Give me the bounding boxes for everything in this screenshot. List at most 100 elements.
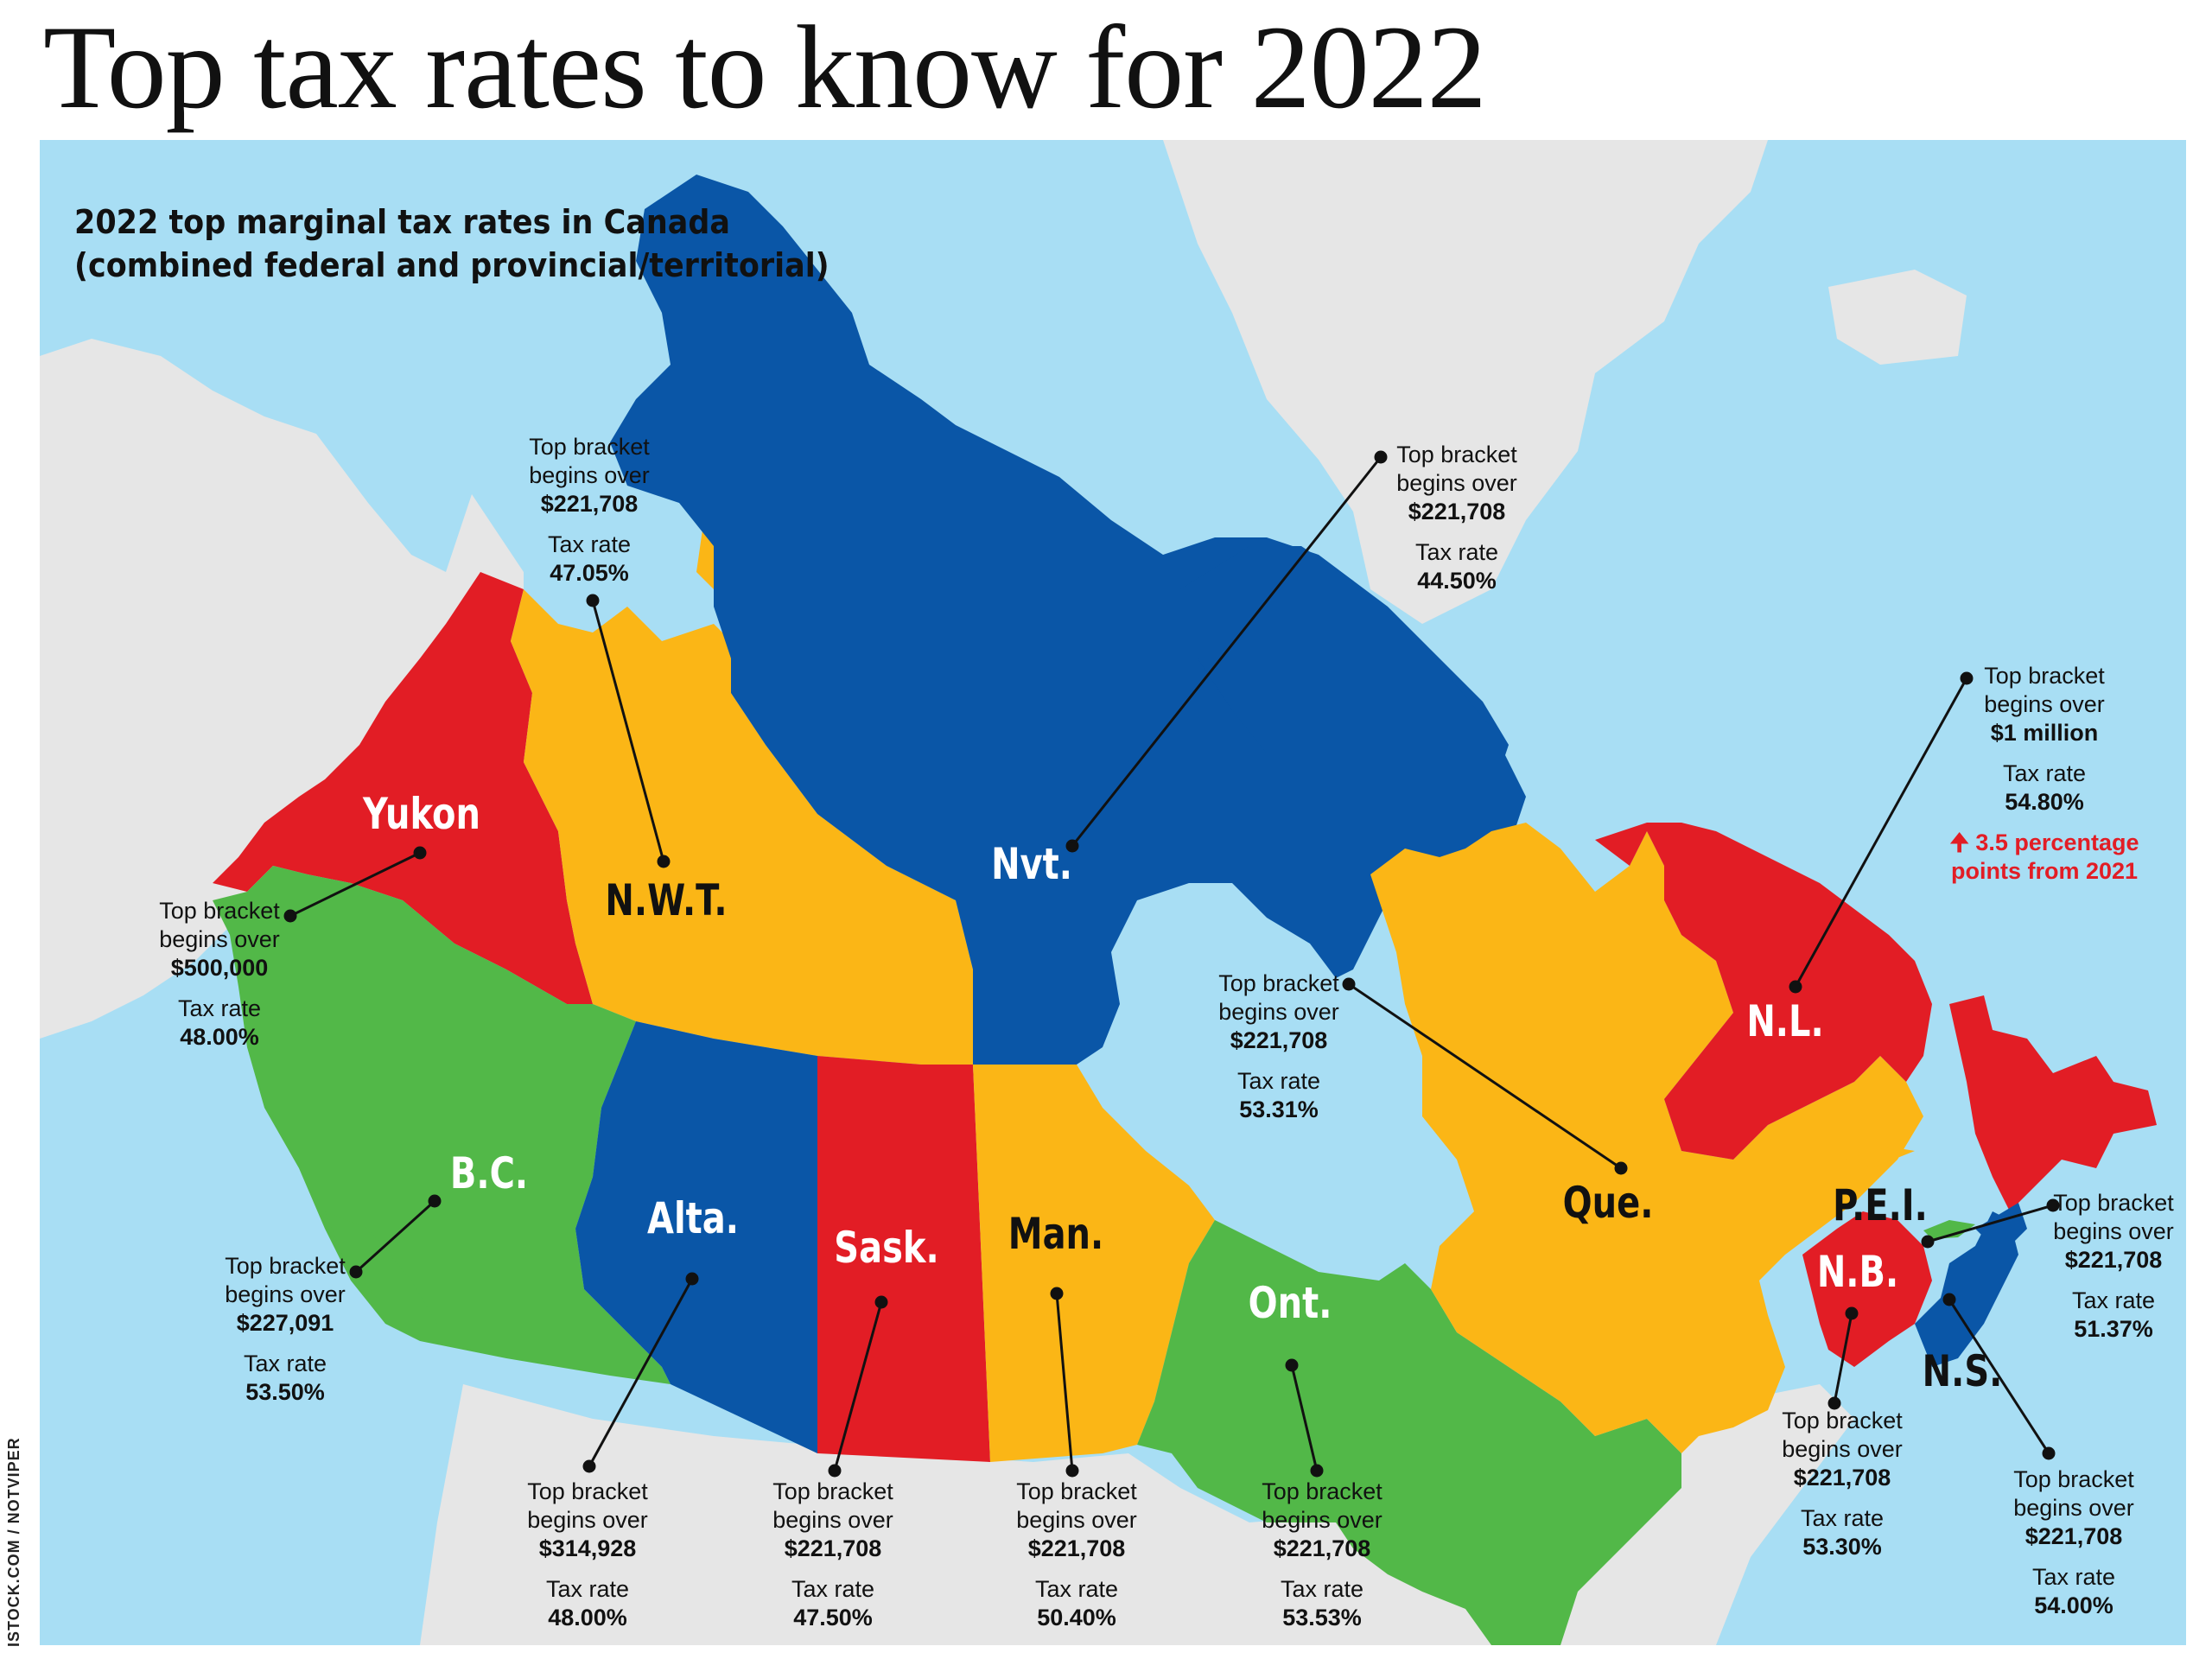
info-gap	[982, 1563, 1172, 1575]
info-gap	[494, 518, 684, 531]
info-ns: Top bracket begins over $221,708 Tax rat…	[1979, 1465, 2169, 1620]
leader-ns	[1948, 1299, 2050, 1454]
info-nl-bracket-label: Top bracket begins over	[1984, 663, 2105, 717]
leader-que	[1348, 982, 1622, 1170]
info-yukon-bracket-label: Top bracket begins over	[159, 898, 280, 952]
leader-dot-ns-end	[2042, 1446, 2056, 1460]
alaska-land	[40, 339, 524, 1039]
info-nvt-rate-label: Tax rate	[1414, 539, 1499, 565]
leader-pei	[1927, 1204, 2054, 1243]
leader-dot-alta	[685, 1272, 699, 1286]
region-shape-bc	[213, 866, 671, 1384]
info-gap	[190, 1338, 380, 1350]
region-shape-baffin	[1180, 546, 1526, 900]
region-label-sask: Sask.	[834, 1223, 939, 1273]
info-nwt: Top bracket begins over $221,708 Tax rat…	[494, 433, 684, 588]
info-yukon-rate: 48.00%	[180, 1024, 259, 1050]
info-nb-bracket: $221,708	[1793, 1465, 1891, 1491]
region-label-nvt: Nvt.	[991, 839, 1072, 889]
info-gap	[1949, 747, 2139, 760]
info-bc-bracket-label: Top bracket begins over	[225, 1253, 346, 1307]
leader-dot-nl	[1789, 980, 1802, 994]
info-nvt-bracket: $221,708	[1408, 499, 1506, 524]
info-ont-bracket: $221,708	[1273, 1535, 1371, 1561]
region-shape-nunavut	[610, 175, 1509, 1065]
info-bc-bracket: $227,091	[236, 1310, 334, 1336]
region-shape-new-brunswick	[1802, 1211, 1932, 1367]
region-shape-yukon	[213, 572, 593, 1004]
leader-lines	[283, 450, 2060, 1478]
leader-ont	[1290, 1364, 1319, 1471]
leader-dot-man	[1050, 1287, 1064, 1300]
leader-dot-nvt-end	[1374, 450, 1388, 464]
info-nb-bracket-label: Top bracket begins over	[1782, 1408, 1903, 1462]
info-nwt-rate: 47.05%	[550, 560, 629, 586]
region-shape-nova-scotia	[1915, 1203, 2027, 1367]
anticosti-island	[1846, 1147, 1915, 1168]
region-label-pei: P.E.I.	[1833, 1180, 1928, 1230]
region-label-man: Man.	[1007, 1209, 1104, 1259]
leader-nwt	[591, 600, 665, 862]
info-gap	[738, 1563, 928, 1575]
info-man-bracket-label: Top bracket begins over	[1016, 1478, 1137, 1533]
iceland-land	[1828, 270, 1967, 365]
info-ns-rate-label: Tax rate	[2031, 1564, 2116, 1590]
region-label-ont: Ont.	[1248, 1278, 1332, 1328]
leader-dot-ont-end	[1310, 1464, 1324, 1478]
info-ont: Top bracket begins over $221,708 Tax rat…	[1227, 1478, 1417, 1632]
region-shape-newfoundland	[1949, 995, 2157, 1211]
info-gap	[124, 982, 315, 995]
info-nvt-bracket-label: Top bracket begins over	[1396, 442, 1517, 496]
region-shape-saskatchewan	[817, 1056, 990, 1462]
map-subtitle: 2022 top marginal tax rates in Canada (c…	[74, 200, 830, 287]
info-nvt-rate: 44.50%	[1417, 568, 1497, 594]
canada-map	[40, 140, 2157, 1645]
leader-dot-nb-end	[1827, 1396, 1841, 1410]
leader-dot-nl-end	[1960, 671, 1974, 685]
region-label-bc: B.C.	[449, 1148, 529, 1198]
region-shape-ontario	[1137, 1220, 1681, 1645]
leader-nb	[1833, 1313, 1853, 1404]
info-man: Top bracket begins over $221,708 Tax rat…	[982, 1478, 1172, 1632]
info-nl-rate: 54.80%	[2005, 789, 2084, 815]
info-pei-rate-label: Tax rate	[2071, 1287, 2156, 1313]
info-yukon-rate-label: Tax rate	[177, 995, 262, 1021]
leader-dot-alta-end	[582, 1459, 596, 1473]
info-ns-bracket: $221,708	[2024, 1523, 2123, 1549]
info-nwt-bracket-label: Top bracket begins over	[529, 434, 650, 488]
info-gap	[1184, 1055, 1374, 1067]
region-shape-manitoba	[973, 1065, 1215, 1462]
info-ont-rate-label: Tax rate	[1280, 1576, 1364, 1602]
leader-dot-pei	[1921, 1235, 1935, 1249]
region-label-alta: Alta.	[647, 1193, 739, 1243]
region-label-nwt: N.W.T.	[605, 875, 728, 925]
info-nb-rate-label: Tax rate	[1800, 1505, 1885, 1531]
region-shape-pei	[1923, 1220, 1975, 1239]
info-que: Top bracket begins over $221,708 Tax rat…	[1184, 969, 1374, 1124]
map-subtitle-line1: 2022 top marginal tax rates in Canada	[74, 203, 730, 241]
leader-dot-yukon-end	[283, 909, 297, 923]
info-nl-rate-label: Tax rate	[2002, 760, 2087, 786]
info-pei: Top bracket begins over $221,708 Tax rat…	[2018, 1189, 2186, 1344]
info-nl-bracket: $1 million	[1990, 720, 2099, 746]
region-shape-vancouver-island	[325, 1211, 437, 1332]
info-alta-rate-label: Tax rate	[545, 1576, 630, 1602]
region-shape-alberta	[575, 1021, 817, 1453]
info-que-bracket-label: Top bracket begins over	[1218, 970, 1339, 1025]
info-que-bracket: $221,708	[1230, 1027, 1328, 1053]
region-shape-quebec	[1370, 823, 1923, 1453]
leader-dot-bc	[428, 1194, 442, 1208]
info-alta-rate: 48.00%	[548, 1605, 627, 1630]
info-sask-bracket-label: Top bracket begins over	[772, 1478, 893, 1533]
info-gap	[2018, 1274, 2186, 1287]
region-label-ns: N.S.	[1922, 1346, 2003, 1396]
leader-dot-que	[1614, 1161, 1628, 1175]
photo-credit: ISTOCK.COM / NOTVIPER	[5, 1437, 22, 1647]
info-yukon-bracket: $500,000	[170, 955, 269, 981]
info-sask-rate-label: Tax rate	[791, 1576, 875, 1602]
region-label-nb: N.B.	[1816, 1247, 1899, 1297]
info-gap	[493, 1563, 683, 1575]
info-nwt-rate-label: Tax rate	[547, 531, 632, 557]
region-label-yukon: Yukon	[362, 789, 481, 839]
leader-dot-nwt	[657, 855, 671, 868]
